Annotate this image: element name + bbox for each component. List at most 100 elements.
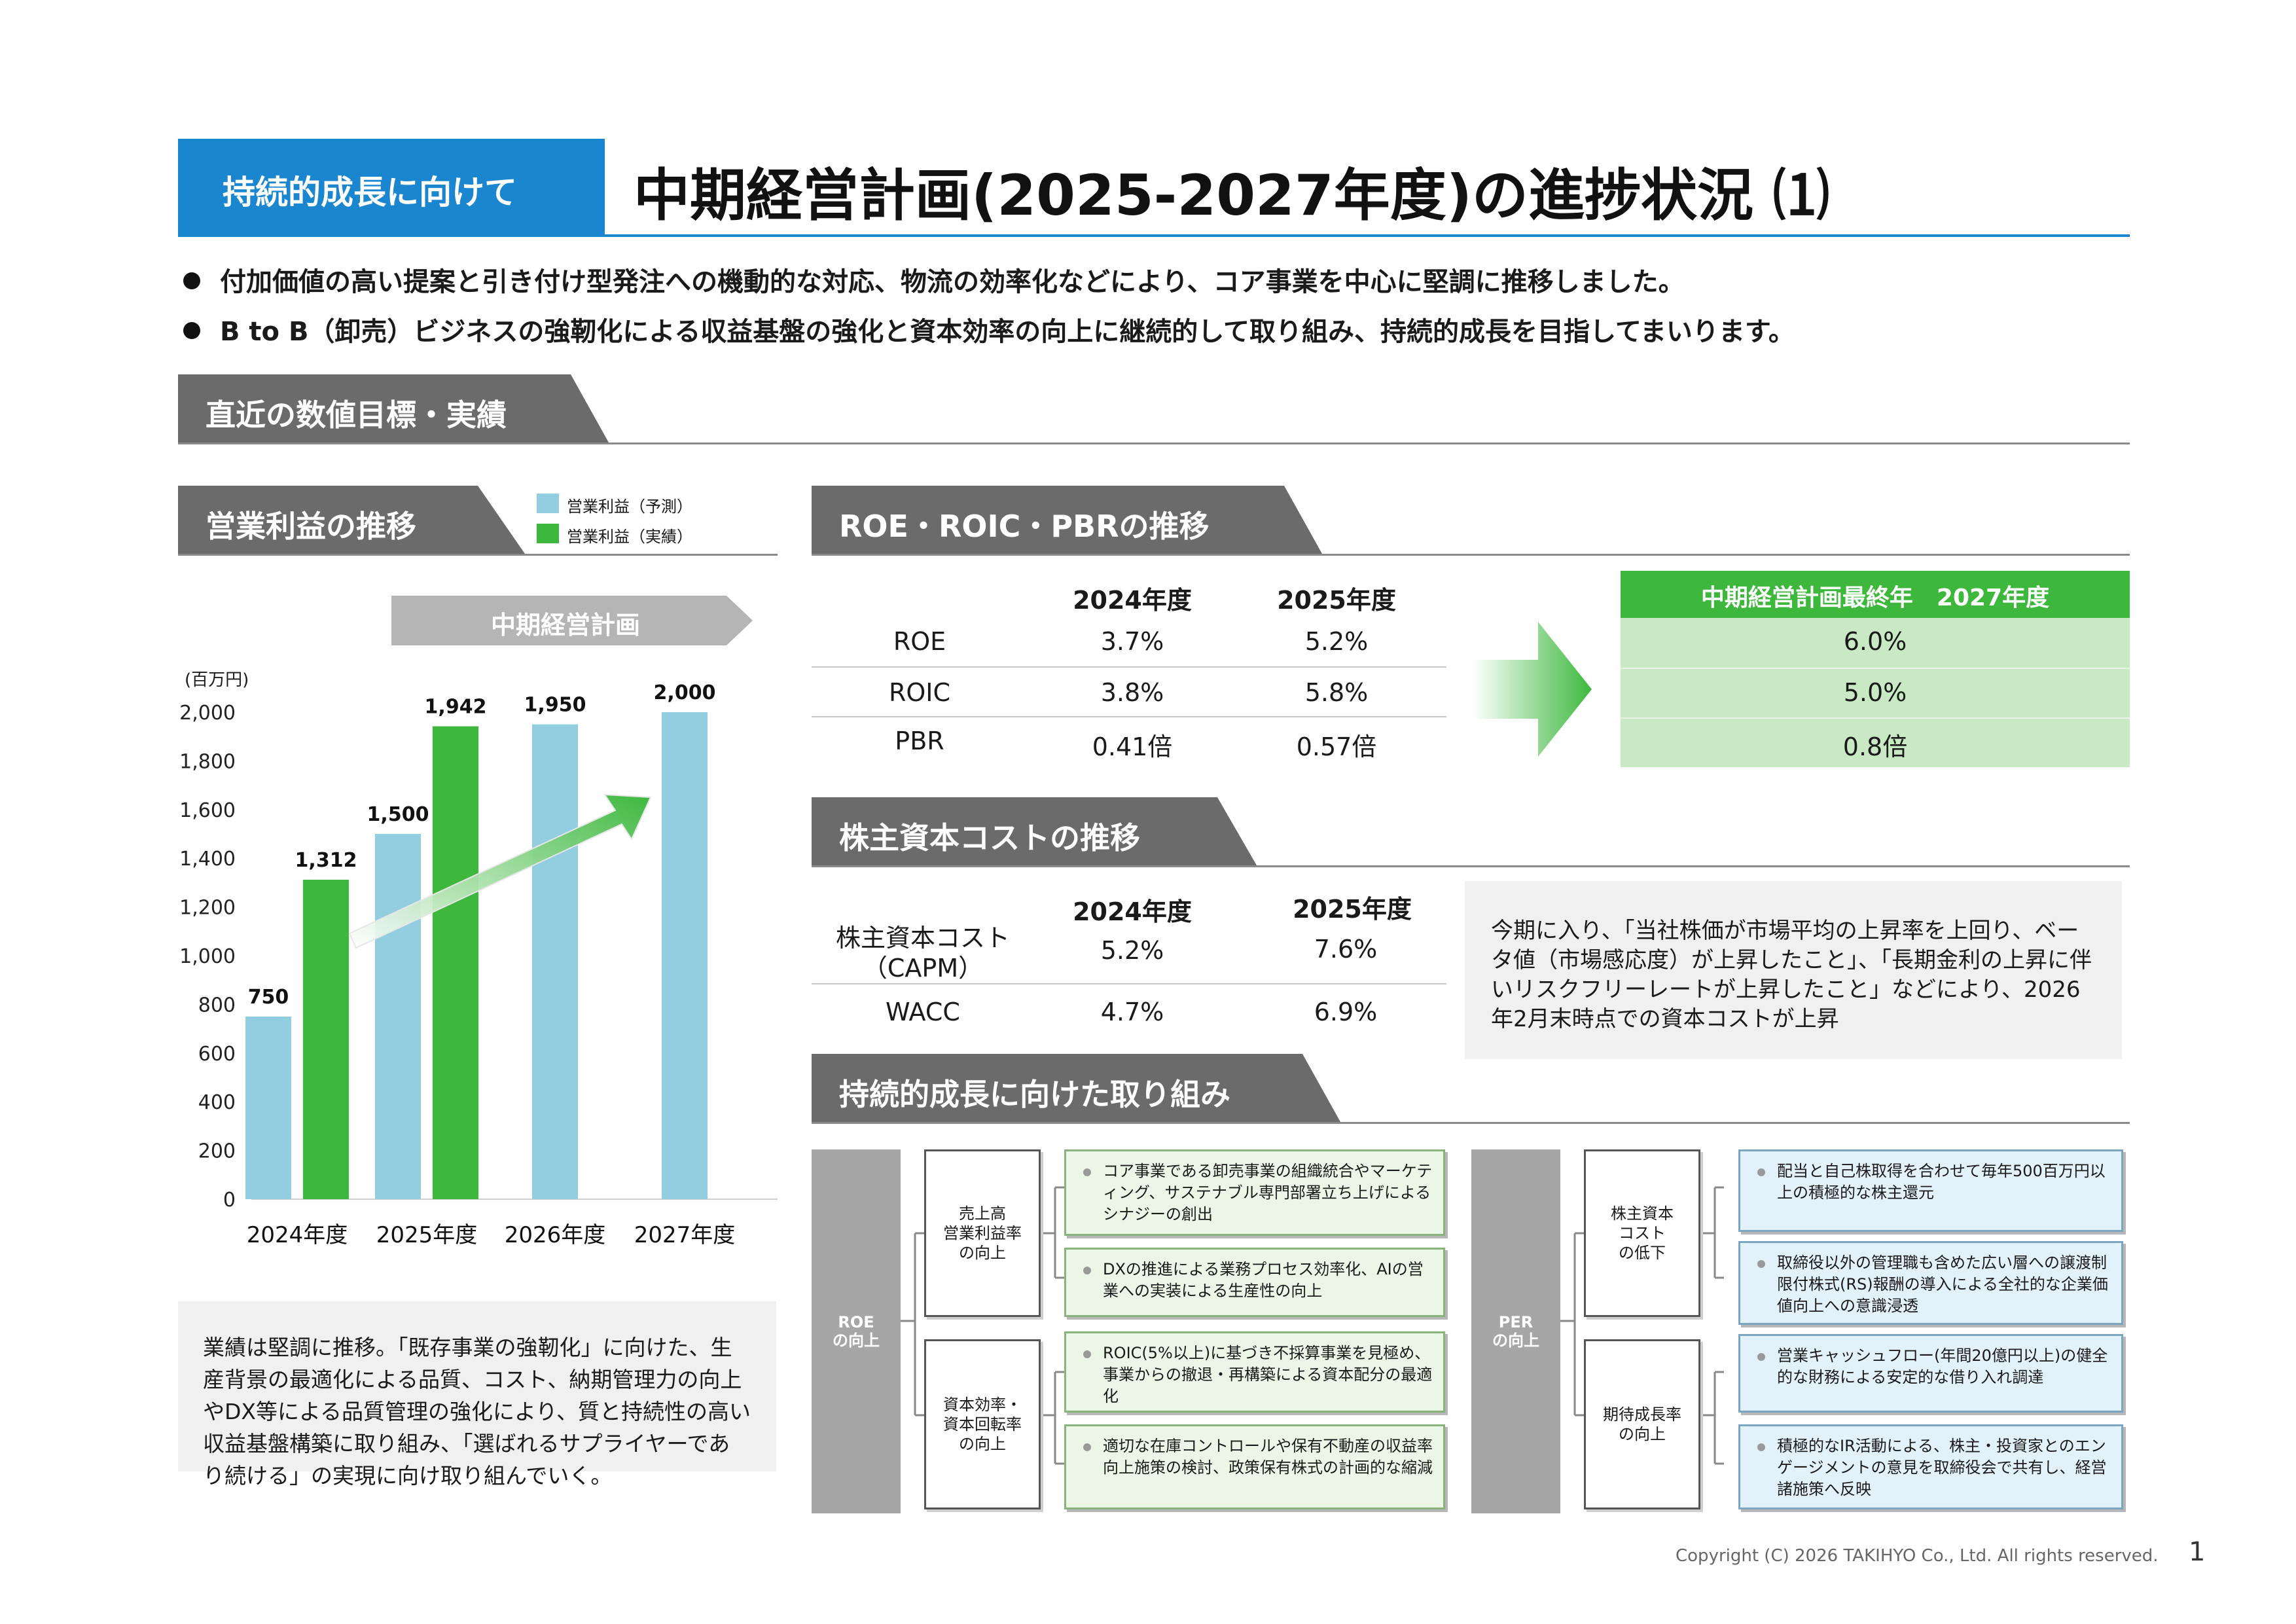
cost-header: 株主資本コストの推移 — [812, 797, 1257, 865]
row-divider — [1621, 717, 2130, 719]
y-tick-label: 400 — [198, 1091, 236, 1114]
connector-roe — [901, 1232, 924, 1416]
bar-value-label: 750 — [248, 986, 289, 1009]
growth-divider — [812, 1122, 2130, 1124]
bar-value-label: 1,500 — [367, 803, 429, 826]
roe-item-1: コア事業である卸売事業の組織統合やマーケティング、サステナブル専門部署立ち上げに… — [1064, 1149, 1445, 1236]
section-tag-label: 持続的成長に向けて — [223, 173, 517, 211]
target-arrow — [1473, 622, 1592, 757]
roe-item-3-text: ROIC(5%以上)に基づき不採算事業を見極め、事業からの撤退・再構築による資本… — [1103, 1344, 1433, 1405]
x-category-label: 2027年度 — [634, 1222, 736, 1248]
profit-chart: 0 200 400 600 800 1,000 1,200 1,400 1,600 1,800 2,… — [179, 681, 778, 1248]
capm-row-label: 株主資本コスト （CAPM） — [835, 924, 1010, 983]
roe-item-4-text: 適切な在庫コントロールや保有不動産の収益率向上施策の検討、政策保有株式の計画的な… — [1103, 1437, 1433, 1477]
capital-label: 資本効率・ 資本回転率 の向上 — [943, 1396, 1022, 1453]
legend-actual-swatch — [537, 524, 559, 543]
cost-reduction-label: 株主資本 コスト の低下 — [1611, 1204, 1674, 1262]
x-category-label: 2025年度 — [376, 1222, 478, 1248]
target-roe-value: 6.0% — [1843, 627, 1907, 656]
y-tick-label: 1,200 — [179, 897, 236, 920]
page-number: 1 — [2189, 1537, 2206, 1567]
roe-value-2024: 3.7% — [1100, 627, 1164, 656]
row-divider — [812, 983, 1446, 984]
growth-connectors — [901, 1186, 1724, 1465]
row-divider — [812, 716, 1446, 717]
cost-reduction-box: 株主資本 コスト の低下 — [1584, 1149, 1700, 1317]
plan-banner — [391, 596, 753, 645]
pbr-row-label: PBR — [895, 727, 944, 755]
growth-header: 持続的成長に向けた取り組み — [812, 1054, 1340, 1122]
growth-header-label: 持続的成長に向けた取り組み — [839, 1077, 1230, 1112]
chart-labels-layer: 750 1,312 1,500 1,942 1,950 2,000 — [248, 681, 716, 1009]
bar-forecast — [375, 834, 421, 1199]
target-roic-value: 5.0% — [1843, 678, 1907, 707]
capital-box: 資本効率・ 資本回転率 の向上 — [924, 1339, 1041, 1509]
expected-growth-box: 期待成長率 の向上 — [1584, 1339, 1700, 1509]
target-values-box — [1621, 618, 2130, 767]
plan-banner-label: 中期経営計画 — [490, 611, 640, 640]
connector-expect — [1700, 1371, 1724, 1465]
y-tick-label: 1,400 — [179, 848, 236, 871]
roe-header-label: ROE・ROIC・PBRの推移 — [839, 509, 1210, 544]
profit-header-label: 営業利益の推移 — [206, 509, 416, 544]
y-tick-label: 600 — [198, 1043, 236, 1066]
section-divider — [178, 442, 2130, 444]
roe-root-label: ROE の向上 — [833, 1313, 880, 1350]
pbr-value-2024: 0.41倍 — [1092, 732, 1173, 761]
target-header — [1621, 571, 2130, 618]
x-category-label: 2024年度 — [247, 1222, 348, 1248]
per-item-3-text: 営業キャッシュフロー(年間20億円以上)の健全的な財務による安定的な借り入れ調達 — [1777, 1346, 2108, 1386]
roe-header: ROE・ROIC・PBRの推移 — [812, 486, 1322, 554]
per-item-2: 取締役以外の管理職も含めた広い層への譲渡制限付株式(RS)報酬の導入による全社的… — [1738, 1241, 2123, 1325]
roic-row-label: ROIC — [888, 678, 951, 707]
x-category-label: 2026年度 — [505, 1222, 606, 1248]
margin-label: 売上高 営業利益率 の向上 — [943, 1204, 1022, 1262]
roe-item-3: ROIC(5%以上)に基づき不採算事業を見極め、事業からの撤退・再構築による資本… — [1064, 1331, 1445, 1413]
copyright: Copyright (C) 2026 TAKIHYO Co., Ltd. All… — [1676, 1546, 2159, 1566]
roic-value-2025: 5.8% — [1304, 678, 1369, 707]
bar-value-label: 1,950 — [524, 694, 586, 717]
bar-value-label: 1,942 — [425, 696, 487, 719]
per-item-2-text: 取締役以外の管理職も含めた広い層への譲渡制限付株式(RS)報酬の導入による全社的… — [1777, 1254, 2108, 1315]
profit-header: 営業利益の推移 — [178, 486, 525, 554]
roe-value-2025: 5.2% — [1304, 627, 1369, 656]
chart-unit-label: (百万円) — [185, 670, 249, 690]
title-underline — [178, 234, 2130, 237]
y-tick-label: 800 — [198, 994, 236, 1017]
profit-note: 業績は堅調に推移。「既存事業の強靭化」に向けた、生産背景の最適化による品質、コス… — [178, 1301, 776, 1489]
roe-row-label: ROE — [893, 627, 946, 656]
roe-divider — [812, 554, 2130, 556]
y-tick-label: 1,000 — [179, 945, 236, 968]
chart-bars-layer — [245, 712, 708, 1199]
capm-value-2025: 7.6% — [1314, 935, 1378, 964]
bar-value-label: 2,000 — [654, 681, 716, 704]
per-item-1: 配当と自己株取得を合わせて毎年500百万円以上の積極的な株主還元 — [1738, 1149, 2123, 1232]
bullet-dot — [183, 322, 200, 339]
section-header-targets: 直近の数値目標・実績 — [178, 374, 609, 442]
y-tick-label: 200 — [198, 1140, 236, 1163]
wacc-value-2025: 6.9% — [1314, 998, 1378, 1026]
target-header-label: 中期経営計画最終年 2027年度 — [1700, 585, 2050, 611]
bullet-1-text: 付加価値の高い提案と引き付け型発注への機動的な対応、物流の効率化などにより、コア… — [220, 267, 1685, 297]
bullet-2: B to B（卸売）ビジネスの強靭化による収益基盤の強化と資本効率の向上に継続的… — [183, 310, 1795, 348]
cost-col-2025: 2025年度 — [1293, 895, 1412, 924]
bar-actual — [433, 726, 478, 1199]
item-bullet — [1757, 1260, 1765, 1268]
bullet-2-text: B to B（卸売）ビジネスの強靭化による収益基盤の強化と資本効率の向上に継続的… — [220, 317, 1795, 347]
item-bullet — [1757, 1168, 1765, 1176]
profit-divider — [178, 554, 778, 556]
roe-col-2024: 2024年度 — [1073, 586, 1192, 615]
per-item-4: 積極的なIR活動による、株主・投資家とのエンゲージメントの意見を取締役会で共有し… — [1738, 1424, 2123, 1509]
item-bullet — [1083, 1168, 1091, 1176]
y-tick-label: 0 — [223, 1189, 236, 1212]
bar-forecast — [532, 724, 578, 1199]
legend-forecast-label: 営業利益（予測） — [567, 497, 692, 516]
roe-item-1-text: コア事業である卸売事業の組織統合やマーケティング、サステナブル専門部署立ち上げに… — [1103, 1162, 1433, 1223]
connector-margin — [1041, 1186, 1064, 1279]
wacc-row-label: WACC — [886, 998, 960, 1026]
margin-box: 売上高 営業利益率 の向上 — [924, 1149, 1041, 1317]
item-bullet — [1083, 1267, 1091, 1274]
per-root-label: PER の向上 — [1492, 1313, 1539, 1350]
legend-forecast-swatch — [537, 494, 559, 513]
connector-cost — [1700, 1186, 1724, 1279]
